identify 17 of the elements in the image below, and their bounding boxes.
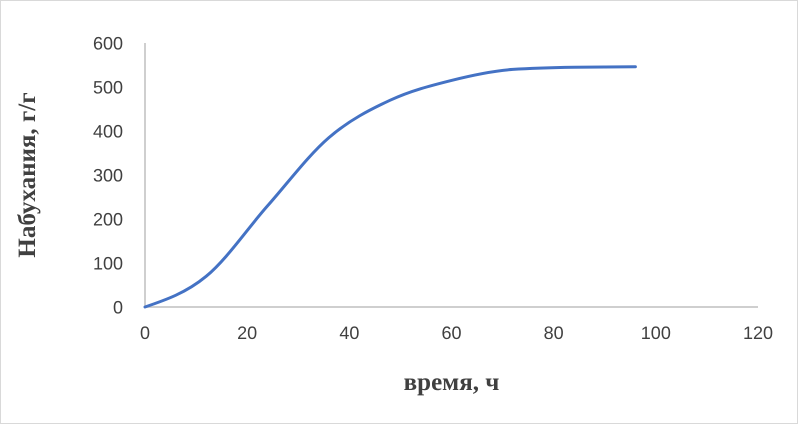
line-series (144, 65, 637, 308)
y-tick-label: 300 (92, 165, 123, 186)
y-tick-label: 200 (92, 209, 123, 230)
y-axis-title: Набухания, г/г (14, 92, 41, 258)
x-tick-label: 60 (441, 323, 462, 343)
x-tick-label: 100 (640, 323, 671, 343)
x-tick-label: 40 (339, 323, 360, 343)
y-tick-label: 0 (112, 297, 123, 318)
y-tick-label: 600 (92, 33, 123, 54)
x-tick-label: 0 (140, 323, 150, 343)
x-tick-label: 80 (544, 323, 564, 343)
y-tick-label: 100 (92, 253, 123, 274)
x-axis-title: время, ч (404, 369, 500, 396)
x-tick-label: 120 (742, 323, 774, 343)
y-tick-label: 400 (92, 121, 123, 142)
y-tick-label: 500 (92, 77, 123, 98)
x-tick-label: 20 (237, 323, 258, 343)
